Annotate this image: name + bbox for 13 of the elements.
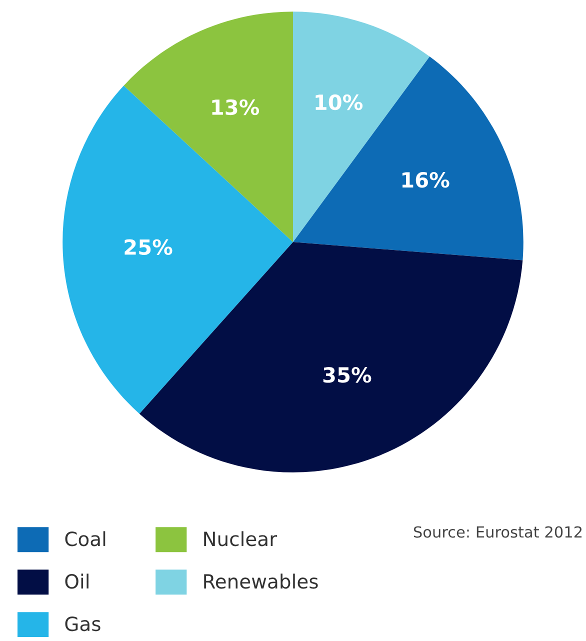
data-label: 25%: [124, 239, 172, 255]
data-label: 35%: [323, 367, 372, 383]
legend-label: Oil: [65, 574, 88, 589]
data-label: 13%: [212, 99, 260, 116]
pie-slice: [62, 86, 293, 414]
source-note: Source: Eurostat 2012: [414, 526, 582, 538]
pie-slice: [293, 56, 524, 260]
legend-label: Coal: [65, 531, 106, 546]
data-label: 10%: [316, 94, 363, 110]
legend-label: Renewables: [204, 574, 318, 589]
legend-label: Nuclear: [204, 531, 278, 546]
legend-label: Gas: [65, 616, 100, 632]
data-label: 16%: [402, 172, 450, 188]
